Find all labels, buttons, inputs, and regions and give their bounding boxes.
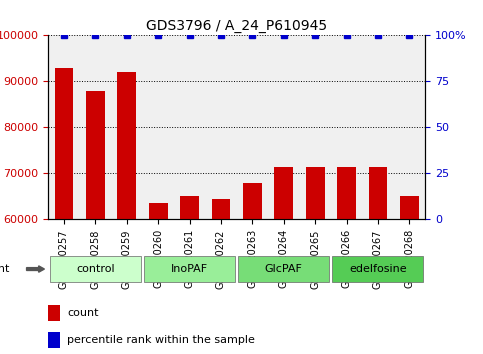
Bar — [180, 196, 199, 354]
Text: InoPAF: InoPAF — [171, 264, 208, 274]
FancyBboxPatch shape — [144, 256, 235, 282]
Text: agent: agent — [0, 264, 10, 274]
Bar — [274, 166, 293, 354]
Bar — [86, 91, 105, 354]
Bar — [369, 166, 387, 354]
Title: GDS3796 / A_24_P610945: GDS3796 / A_24_P610945 — [146, 19, 327, 33]
Text: count: count — [67, 308, 99, 318]
Bar — [212, 199, 230, 354]
Bar — [243, 183, 262, 354]
Text: edelfosine: edelfosine — [349, 264, 407, 274]
FancyBboxPatch shape — [332, 256, 424, 282]
Text: GlcPAF: GlcPAF — [265, 264, 303, 274]
FancyBboxPatch shape — [238, 256, 329, 282]
Bar — [55, 68, 73, 354]
Bar — [48, 305, 59, 321]
Bar — [306, 166, 325, 354]
Bar — [337, 166, 356, 354]
Text: percentile rank within the sample: percentile rank within the sample — [67, 335, 255, 345]
Bar — [117, 72, 136, 354]
Bar — [48, 332, 59, 348]
Bar — [400, 196, 419, 354]
FancyBboxPatch shape — [50, 256, 141, 282]
Text: control: control — [76, 264, 114, 274]
Bar — [149, 203, 168, 354]
